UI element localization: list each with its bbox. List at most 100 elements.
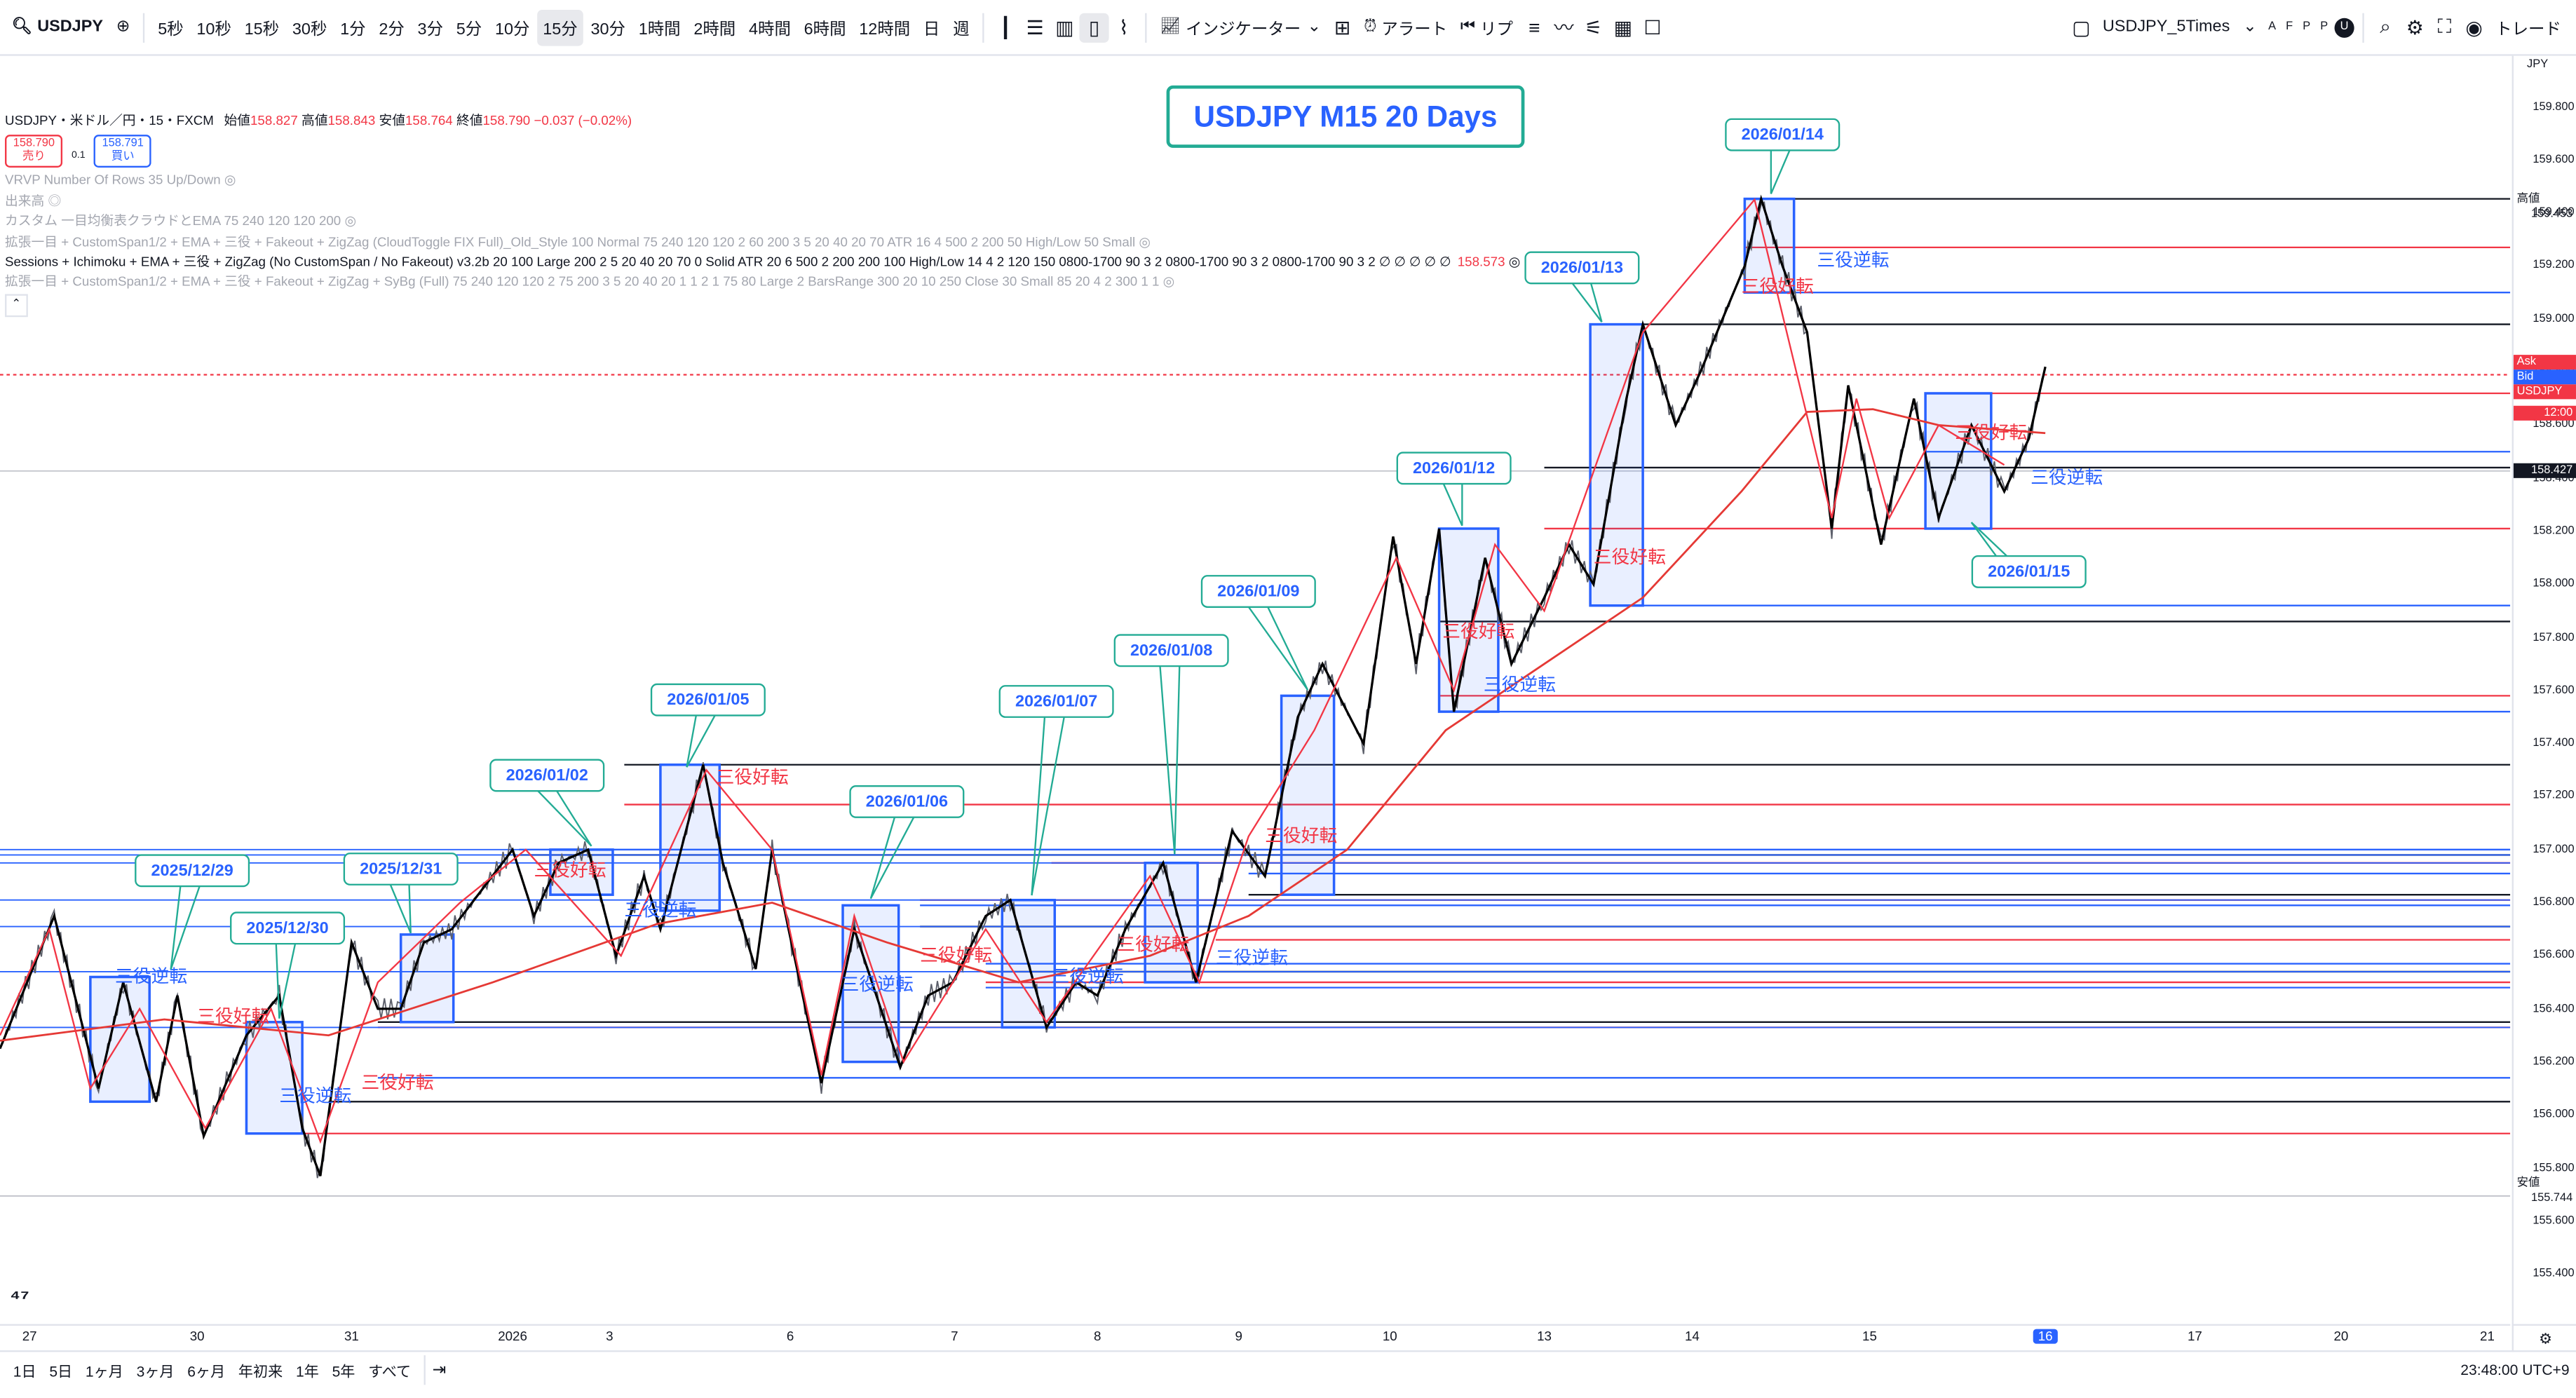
date-callout[interactable]: 2026/01/12 (1396, 452, 1512, 485)
avatar[interactable]: U (2334, 17, 2354, 37)
date-callout[interactable]: 2026/01/09 (1200, 575, 1316, 608)
table-icon[interactable]: ▦ (1613, 15, 1633, 39)
eye-icon[interactable]: ◎ (1159, 275, 1175, 290)
compare-button[interactable]: ⊕ (111, 9, 135, 46)
collapse-legend-button[interactable]: ⌃ (5, 294, 1520, 318)
eye-icon[interactable]: ◎ (1135, 234, 1151, 250)
column-type-icon[interactable]: ▥ (1055, 15, 1074, 39)
drawing-lines-icon[interactable]: ≡ (1528, 15, 1540, 39)
legend-close: 158.790 (482, 113, 531, 128)
interval-button[interactable]: 30分 (590, 21, 625, 40)
range-button[interactable]: 5日 (49, 1362, 73, 1380)
bar-type-icon[interactable]: ┃ (999, 15, 1012, 39)
interval-button[interactable]: 3分 (417, 21, 444, 40)
session-box[interactable] (399, 933, 455, 1024)
range-button[interactable]: 1ヶ月 (85, 1362, 123, 1380)
chart-pane[interactable]: 三役逆転 三役好転 三役逆転 三役好転 三役好転 三役逆転 三役好転 三役逆転 三役好転 三役逆転… (0, 56, 2511, 1324)
range-button[interactable]: 1年 (295, 1362, 319, 1380)
interval-button[interactable]: 1分 (340, 21, 366, 40)
indicator-row[interactable]: カスタム 一目均衡表クラウドとEMA 75 240 120 120 200 ◎ (5, 212, 1520, 233)
sliders-icon[interactable]: ⚟ (1585, 15, 1603, 39)
interval-button[interactable]: 5分 (456, 21, 482, 40)
indicator-row[interactable]: 拡張一目 + CustomSpan1/2 + EMA + 三役 + Fakeou… (5, 233, 1520, 253)
date-callout[interactable]: 2026/01/14 (1725, 118, 1841, 151)
red-zigzag-line (0, 198, 2005, 1144)
trade-button[interactable]: トレード (2495, 21, 2561, 40)
layout-name[interactable]: USDJPY_5Times (2102, 18, 2230, 36)
interval-button[interactable]: 1時間 (638, 21, 681, 40)
date-callout[interactable]: 2025/12/31 (343, 853, 459, 885)
layout-letter[interactable]: A (2268, 21, 2277, 33)
clock-time[interactable]: 23:48:00 UTC+9 (2460, 1362, 2570, 1378)
tv-logo[interactable]: ⁴⁷ (10, 1284, 29, 1310)
indicator-row[interactable]: 出来高 ◎ (5, 192, 1520, 212)
date-callout[interactable]: 2026/01/15 (1971, 555, 2087, 588)
range-button[interactable]: 5年 (332, 1362, 355, 1380)
interval-button[interactable]: 15秒 (244, 21, 280, 40)
time-axis[interactable]: 27 30 31 2026 3 6 7 8 9 10 13 14 15 16 17 20 21 (0, 1324, 2511, 1352)
range-button[interactable]: 年初来 (238, 1362, 283, 1380)
indicator-row[interactable]: Sessions + Ichimoku + EMA + 三役 + ZigZag … (5, 253, 1520, 273)
layout-letter[interactable]: P (2303, 21, 2311, 33)
camera-icon[interactable]: ◉ (2465, 15, 2483, 39)
layout-letter[interactable]: F (2286, 21, 2293, 33)
range-button[interactable]: すべて (368, 1362, 412, 1380)
candle-type-icon[interactable]: ☰ (1026, 15, 1044, 39)
eye-icon[interactable]: ◎ (341, 214, 356, 229)
indicator-row[interactable]: 拡張一目 + CustomSpan1/2 + EMA + 三役 + Fakeou… (5, 273, 1520, 294)
price-axis[interactable]: JPY 159.800 159.600 159.400 159.200 159.000 1… (2511, 55, 2576, 1324)
range-button[interactable]: 6ヶ月 (187, 1362, 226, 1380)
interval-button[interactable]: 5秒 (158, 21, 184, 40)
chart-canvas[interactable]: 三役逆転三役好転三役逆転三役好転三役好転三役逆転三役好転三役逆転三役好転三役逆転… (0, 56, 2511, 1324)
buy-button[interactable]: 158.791 買い (93, 135, 152, 168)
legend-symbol[interactable]: USDJPY・米ドル／円・15・FXCM (5, 113, 214, 128)
eye-icon[interactable]: ◎ (220, 172, 236, 189)
range-button[interactable]: 3ヶ月 (136, 1362, 175, 1380)
date-callout[interactable]: 2026/01/07 (998, 685, 1114, 718)
session-box[interactable] (659, 764, 721, 912)
interval-button[interactable]: 日 (923, 21, 940, 40)
interval-button[interactable]: 30秒 (292, 21, 327, 40)
interval-button[interactable]: 2分 (379, 21, 405, 40)
date-range-icon[interactable]: ⇥ (432, 1361, 447, 1380)
symbol-search-button[interactable]: 🔍︎ USDJPY (11, 18, 103, 36)
session-box[interactable] (1280, 694, 1336, 896)
interval-button[interactable]: 15分 (538, 8, 583, 46)
line-type-icon[interactable]: ⌇ (1118, 15, 1129, 39)
eye-icon[interactable]: ◎ (44, 194, 62, 209)
date-callout[interactable]: 2025/12/30 (230, 911, 346, 945)
date-callout[interactable]: 2026/01/13 (1524, 251, 1640, 285)
wave-icon[interactable]: 〰 (1554, 16, 1574, 40)
interval-button[interactable]: 週 (953, 21, 970, 40)
range-button[interactable]: 1日 (13, 1362, 36, 1380)
indicator-row[interactable]: VRVP Number Of Rows 35 Up/Down ◎ (5, 172, 1520, 192)
date-callout[interactable]: 2025/12/29 (135, 854, 250, 888)
price-tick: 159.400 (2533, 205, 2574, 220)
sell-button[interactable]: 158.790 売り (5, 135, 63, 168)
chevron-down-icon[interactable]: ⌄ (2243, 18, 2257, 36)
comment-icon[interactable]: ☐ (1643, 15, 1662, 39)
axis-settings-button[interactable]: ⚙ (2511, 1324, 2576, 1352)
date-callout[interactable]: 2026/01/02 (489, 759, 605, 792)
search-icon[interactable]: ⌕ (2380, 15, 2392, 38)
alert-button[interactable]: ⏰︎ アラート (1364, 18, 1448, 40)
eye-icon[interactable]: ◎ (1505, 255, 1521, 270)
interval-button[interactable]: 2時間 (693, 21, 736, 40)
date-callout[interactable]: 2026/01/08 (1113, 634, 1229, 667)
interval-button[interactable]: 10秒 (196, 21, 231, 40)
templates-icon[interactable]: ⊞ (1334, 15, 1351, 39)
interval-button[interactable]: 6時間 (804, 21, 846, 40)
layout-letter[interactable]: P (2320, 21, 2328, 33)
interval-button[interactable]: 10分 (494, 21, 530, 40)
indicators-button[interactable]: 📈︎ インジケーター ⌄ (1160, 18, 1322, 40)
interval-button[interactable]: 4時間 (748, 21, 791, 40)
date-callout[interactable]: 2026/01/06 (849, 785, 965, 818)
date-callout[interactable]: 2026/01/05 (650, 683, 766, 717)
settings-icon[interactable]: ⚙ (2406, 15, 2424, 39)
alert-icon: ⏰︎ (1364, 18, 1377, 36)
interval-button[interactable]: 12時間 (859, 21, 911, 40)
layout-icon[interactable]: ▢ (2072, 15, 2091, 39)
candle-active-icon[interactable]: ▯ (1079, 12, 1109, 42)
fullscreen-icon[interactable]: ⛶ (2437, 15, 2452, 38)
replay-button[interactable]: ⏮︎ リプ (1460, 18, 1513, 40)
